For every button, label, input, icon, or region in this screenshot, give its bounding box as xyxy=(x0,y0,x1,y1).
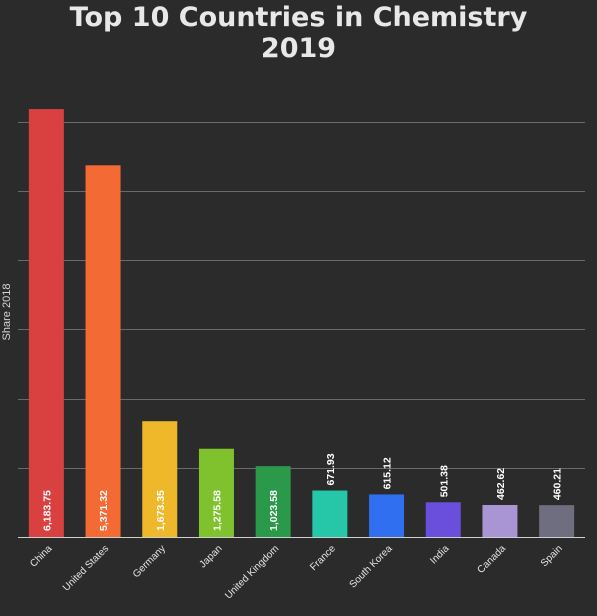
bar-germany xyxy=(142,421,178,537)
data-label: 462.62 xyxy=(495,468,507,500)
x-tick-label: China xyxy=(28,543,55,570)
chart-title-line-1: Top 10 Countries in Chemistry xyxy=(69,2,528,33)
bar-japan xyxy=(198,448,234,537)
data-label: 671.93 xyxy=(325,453,337,485)
data-label: 1,275.58 xyxy=(211,490,223,531)
bar-france xyxy=(312,490,348,537)
data-label: 460.21 xyxy=(552,468,564,500)
bar-china xyxy=(28,109,64,537)
chart-title: Top 10 Countries in Chemistry 2019 xyxy=(0,2,597,64)
x-tick-label: India xyxy=(428,543,451,566)
data-label: 5,371.32 xyxy=(98,490,110,531)
chart-title-line-2: 2019 xyxy=(260,33,337,64)
bar-india xyxy=(425,502,461,537)
bar-canada xyxy=(482,504,518,537)
x-tick-label: United Kingdom xyxy=(223,543,281,601)
x-tick-label: Japan xyxy=(198,543,225,570)
bar-united-kingdom xyxy=(255,466,291,537)
data-label: 1,673.35 xyxy=(155,490,167,531)
data-labels: 6,183.75 5,371.32 1,673.35 1,275.58 1,023.58… xyxy=(41,453,563,531)
data-label: 6,183.75 xyxy=(41,490,53,531)
x-tick-label: United States xyxy=(61,543,111,593)
data-label: 501.38 xyxy=(438,465,450,497)
data-label: 615.12 xyxy=(382,457,394,489)
bar-spain xyxy=(539,505,575,537)
bar-united-states xyxy=(85,165,121,537)
x-tick-label: France xyxy=(308,543,338,573)
data-label: 1,023.58 xyxy=(268,490,280,531)
x-tick-label: Canada xyxy=(476,543,509,576)
bars xyxy=(28,109,575,537)
x-tick-label: Germany xyxy=(131,543,168,580)
bar-south-korea xyxy=(369,494,405,537)
x-tick-label: South Korea xyxy=(348,543,395,590)
y-axis-label: Share 2018 xyxy=(1,284,13,341)
x-tick-label: Spain xyxy=(539,543,565,569)
